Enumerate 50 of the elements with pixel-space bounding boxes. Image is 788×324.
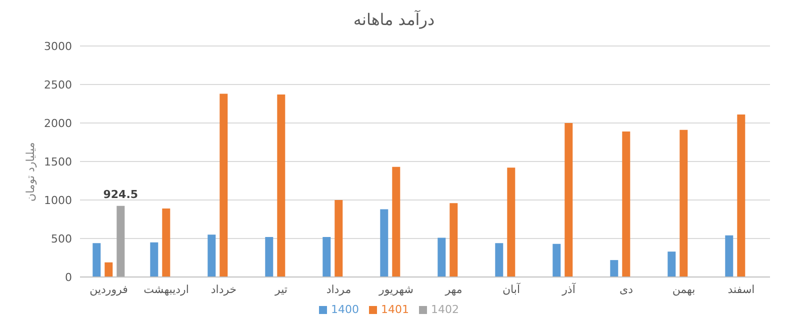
y-tick-label: 1000 bbox=[44, 194, 72, 207]
chart-title: درآمد ماهانه bbox=[352, 9, 436, 31]
bar bbox=[116, 206, 125, 277]
bar bbox=[162, 208, 170, 277]
x-tick-label: بهمن bbox=[672, 282, 696, 296]
bar bbox=[552, 244, 561, 277]
bar bbox=[104, 262, 113, 277]
bar bbox=[380, 209, 388, 277]
bar bbox=[668, 252, 676, 277]
bar bbox=[150, 242, 158, 277]
y-axis-title: میلیارد تومان bbox=[24, 142, 37, 202]
x-tick-label: مرداد bbox=[326, 282, 352, 296]
bar bbox=[507, 168, 516, 277]
y-tick-label: 2500 bbox=[44, 78, 72, 92]
bar bbox=[208, 234, 216, 277]
x-tick-label: آبان bbox=[502, 282, 521, 296]
y-tick-label: 3000 bbox=[44, 40, 72, 53]
legend-label: 1402 bbox=[431, 303, 459, 316]
x-tick-label: شهریور bbox=[378, 282, 414, 296]
bar bbox=[334, 200, 343, 277]
legend-label: 1400 bbox=[331, 303, 359, 316]
bar bbox=[322, 236, 331, 277]
x-tick-label: دی bbox=[619, 282, 634, 296]
y-tick-label: 500 bbox=[51, 232, 72, 246]
y-tick-label: 2000 bbox=[44, 116, 72, 130]
legend-label: 1401 bbox=[381, 303, 409, 316]
x-tick-label: اردیبهشت bbox=[144, 282, 189, 296]
bar bbox=[564, 123, 573, 277]
y-tick-label: 1500 bbox=[44, 155, 72, 168]
bar bbox=[610, 260, 618, 277]
x-tick-label: آذر bbox=[561, 282, 576, 296]
bar bbox=[92, 243, 101, 277]
bar bbox=[265, 236, 274, 277]
bar bbox=[495, 243, 504, 277]
bar bbox=[277, 94, 286, 277]
x-tick-label: اسفند bbox=[728, 282, 755, 296]
y-tick-label: 0 bbox=[65, 270, 72, 284]
x-tick-label: فروردین bbox=[90, 282, 128, 296]
data-label: 924.5 bbox=[103, 188, 138, 201]
bar bbox=[622, 131, 630, 277]
bar bbox=[680, 130, 688, 277]
bar bbox=[450, 203, 458, 277]
x-tick-label: مهر bbox=[444, 282, 462, 296]
x-tick-label: تیر bbox=[274, 282, 288, 296]
bar bbox=[737, 114, 746, 277]
x-tick-label: خرداد bbox=[210, 282, 237, 296]
bar bbox=[438, 238, 446, 277]
bar bbox=[220, 94, 228, 277]
bar bbox=[725, 235, 734, 277]
bar bbox=[392, 166, 400, 277]
